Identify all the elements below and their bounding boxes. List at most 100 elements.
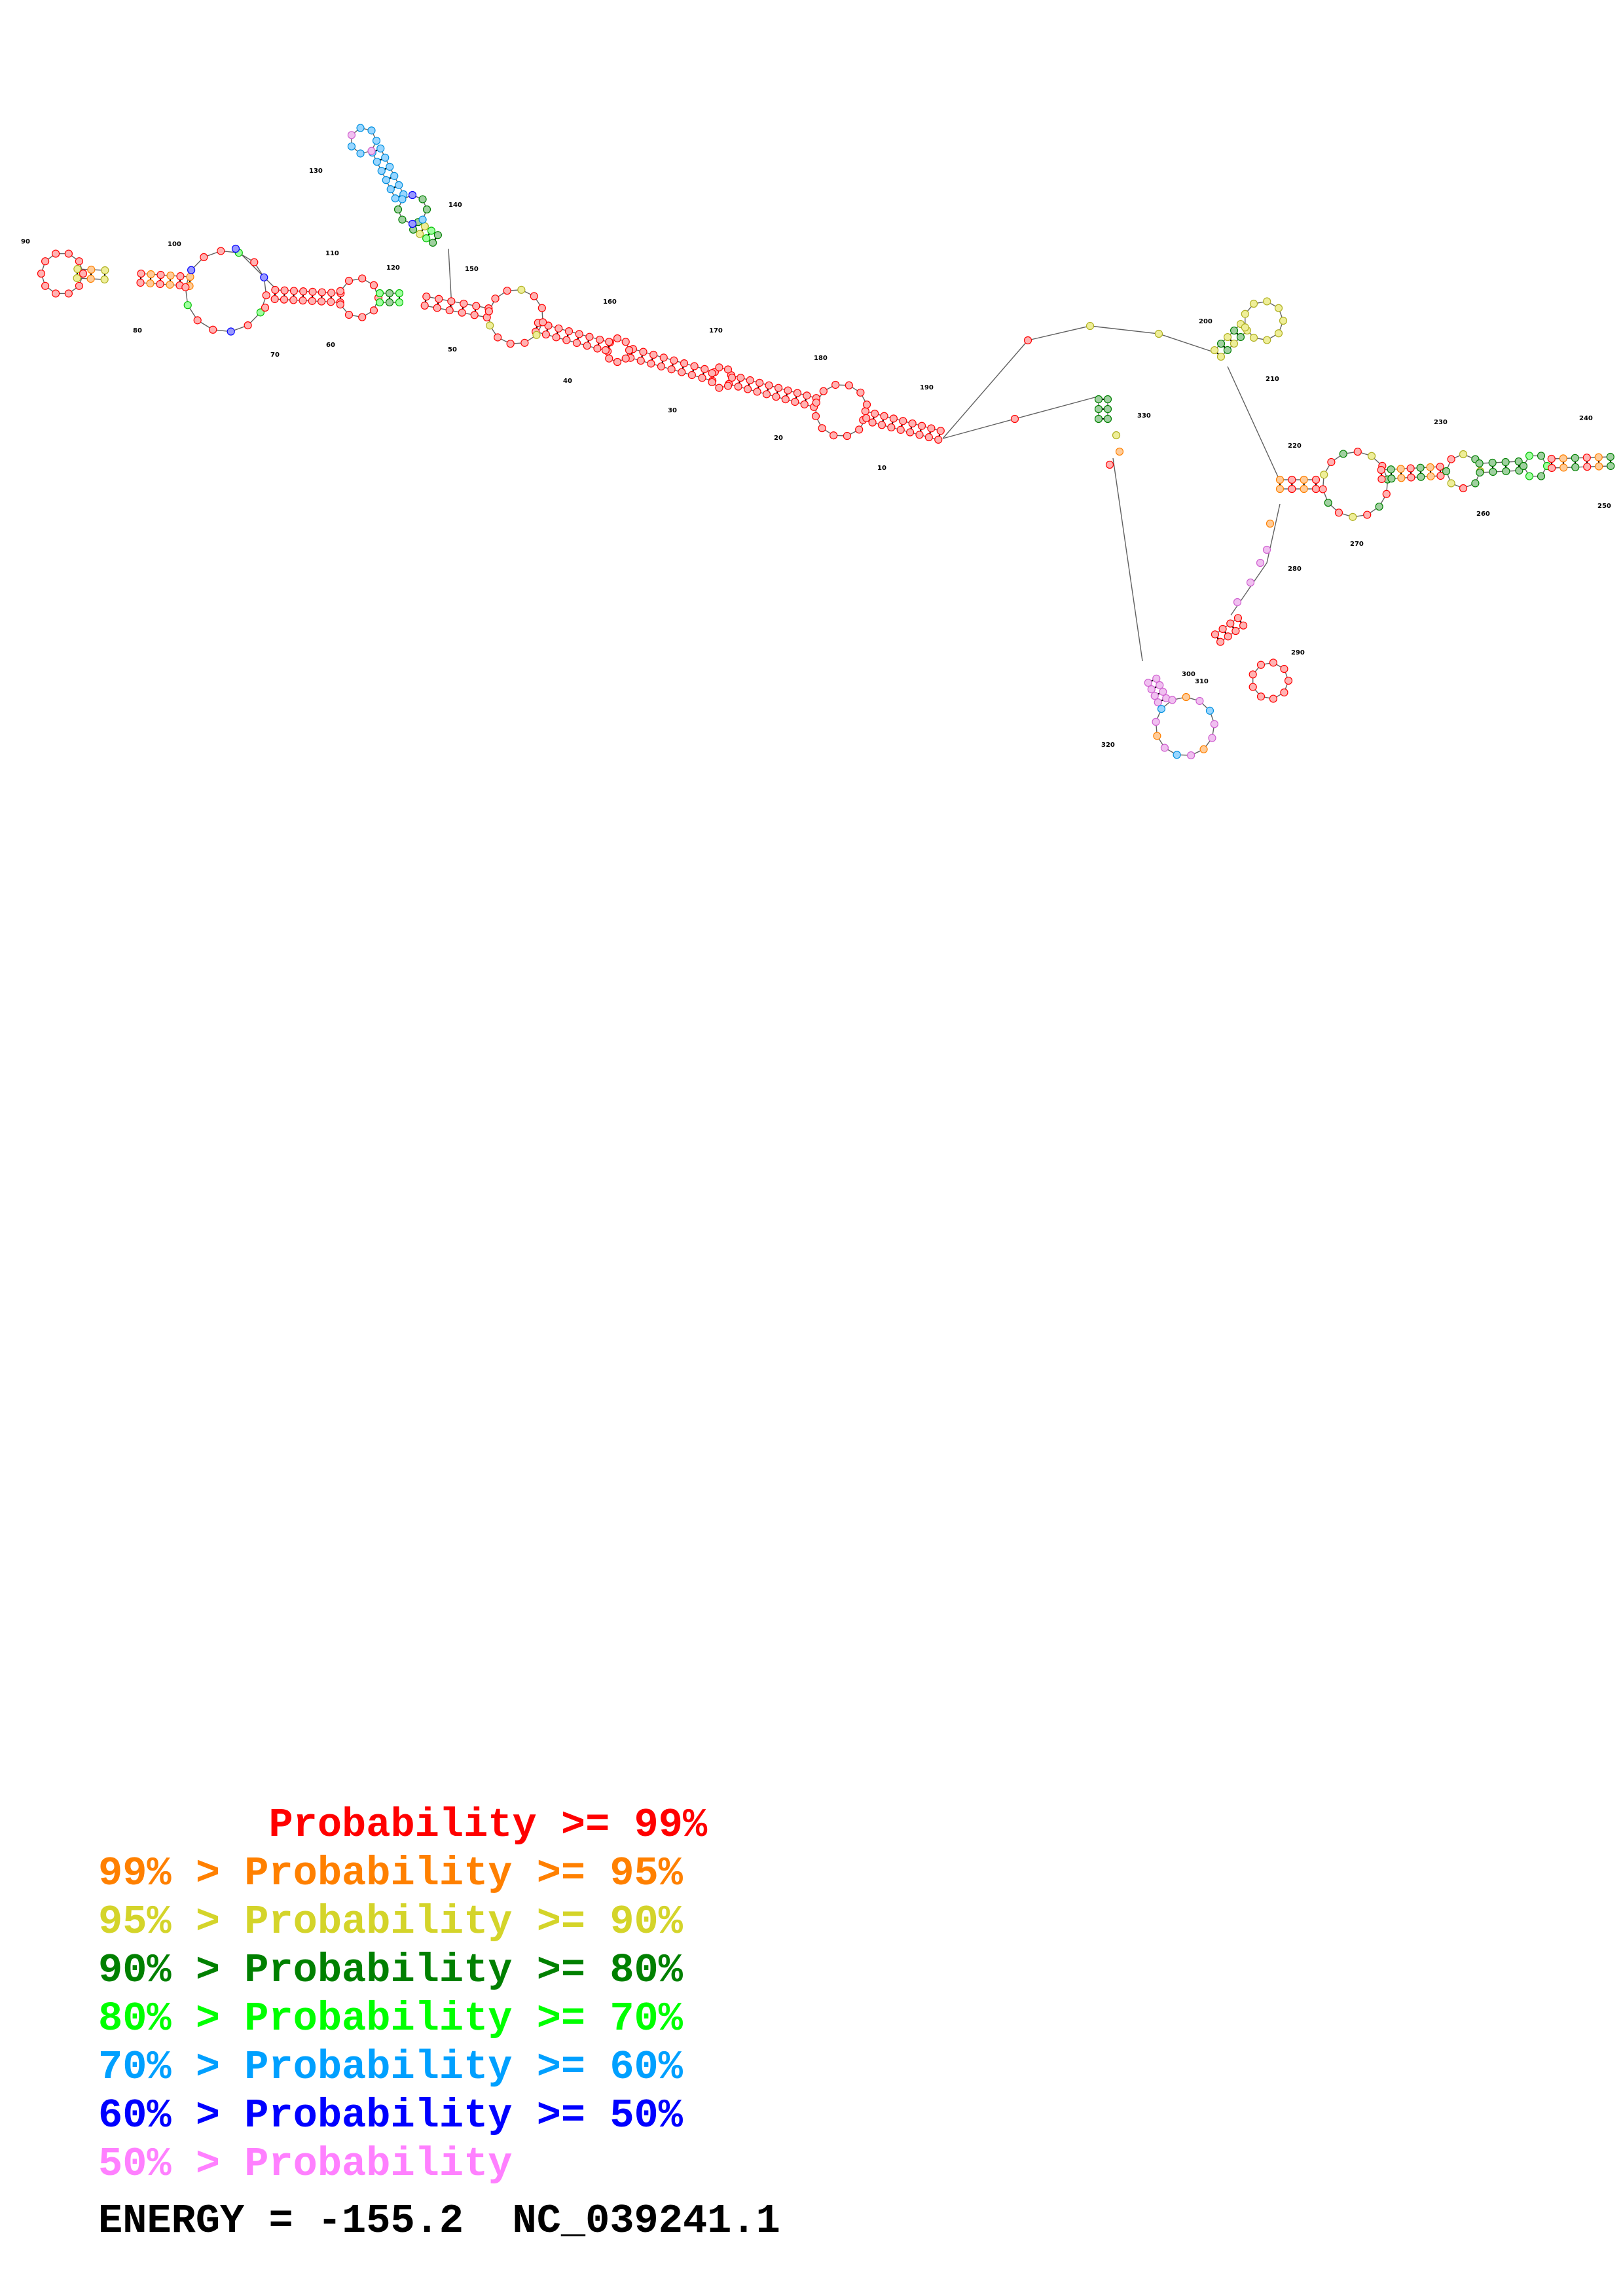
position-label-230: 230 bbox=[1434, 419, 1448, 426]
nucleotide bbox=[336, 300, 344, 309]
nucleotide bbox=[200, 253, 208, 262]
nucleotide bbox=[386, 185, 395, 194]
nucleotide bbox=[1230, 339, 1239, 348]
nucleotide bbox=[917, 422, 926, 430]
position-label-240: 240 bbox=[1579, 415, 1593, 422]
position-label-100: 100 bbox=[168, 241, 181, 248]
backbone-segment bbox=[942, 418, 1015, 439]
nucleotide bbox=[458, 308, 466, 317]
position-label-30: 30 bbox=[668, 407, 677, 414]
nucleotide bbox=[896, 425, 905, 434]
nucleotide bbox=[552, 333, 560, 342]
nucleotide bbox=[1103, 404, 1112, 414]
nucleotide bbox=[75, 257, 83, 266]
nucleotide bbox=[831, 380, 840, 389]
nucleotide bbox=[1231, 626, 1240, 636]
position-label-220: 220 bbox=[1288, 442, 1302, 450]
nucleotide bbox=[486, 321, 494, 330]
nucleotide bbox=[906, 428, 915, 437]
nucleotide bbox=[427, 226, 435, 235]
nucleotide bbox=[1488, 458, 1497, 467]
position-label-140: 140 bbox=[448, 202, 462, 209]
position-label-70: 70 bbox=[270, 351, 280, 359]
nucleotide bbox=[1211, 630, 1220, 639]
nucleotide bbox=[344, 276, 354, 285]
nucleotide bbox=[1300, 475, 1308, 484]
nucleotide bbox=[356, 149, 365, 158]
nucleotide bbox=[460, 299, 468, 308]
position-label-20: 20 bbox=[774, 435, 783, 442]
nucleotide bbox=[1168, 696, 1176, 704]
backbone-segment bbox=[1158, 333, 1218, 354]
backbone-segment bbox=[942, 340, 1029, 439]
position-label-190: 190 bbox=[920, 384, 934, 391]
nucleotide bbox=[667, 365, 676, 374]
position-label-160: 160 bbox=[603, 298, 617, 306]
nucleotide bbox=[1548, 463, 1556, 473]
nucleotide bbox=[1595, 462, 1603, 471]
nucleotide bbox=[596, 335, 604, 344]
rna-secondary-structure-diagram: 10 20 30 40 50 60 70 80 90 100 110 120 1… bbox=[21, 124, 1615, 760]
nucleotide bbox=[1324, 499, 1332, 507]
position-label-210: 210 bbox=[1266, 376, 1279, 383]
nucleotide bbox=[1263, 336, 1271, 344]
nucleotide bbox=[818, 424, 826, 433]
nucleotide bbox=[1216, 339, 1226, 348]
nucleotide bbox=[1103, 395, 1112, 404]
nucleotide bbox=[708, 368, 716, 378]
nucleotide bbox=[395, 289, 404, 298]
nucleotide bbox=[680, 359, 689, 368]
backbone-segment bbox=[1027, 325, 1091, 341]
nucleotide bbox=[86, 274, 95, 283]
nucleotide bbox=[1284, 676, 1293, 685]
nucleotide bbox=[1559, 454, 1567, 463]
position-label-310: 310 bbox=[1195, 678, 1209, 685]
nucleotide bbox=[765, 381, 773, 389]
nucleotide bbox=[1447, 455, 1455, 463]
nucleotide bbox=[398, 215, 407, 224]
backbone-segment bbox=[1089, 325, 1159, 334]
nucleotide bbox=[1236, 332, 1245, 342]
nucleotide bbox=[1249, 683, 1257, 691]
nucleotide bbox=[862, 401, 871, 409]
nucleotide bbox=[445, 306, 454, 315]
nucleotide bbox=[1218, 624, 1227, 634]
nucleotide bbox=[690, 362, 699, 370]
nucleotide bbox=[375, 298, 384, 307]
nucleotide bbox=[250, 258, 259, 266]
nucleotide bbox=[723, 382, 733, 390]
nucleotide bbox=[1195, 696, 1204, 706]
nucleotide bbox=[1339, 450, 1347, 458]
nucleotide bbox=[193, 316, 202, 325]
nucleotide bbox=[1426, 463, 1434, 471]
backbone-segment bbox=[728, 384, 814, 408]
nucleotide bbox=[317, 297, 326, 306]
nucleotide bbox=[100, 275, 109, 284]
nucleotide bbox=[416, 230, 424, 238]
nucleotide bbox=[743, 385, 752, 393]
nucleotide bbox=[1152, 674, 1161, 683]
nucleotide bbox=[280, 295, 289, 304]
nucleotide bbox=[753, 387, 761, 396]
base-pairs bbox=[76, 147, 1612, 704]
nucleotide bbox=[1436, 462, 1444, 471]
nucleotide bbox=[880, 412, 888, 420]
nucleotide bbox=[1223, 332, 1232, 342]
nucleotide bbox=[244, 321, 252, 330]
nucleotide bbox=[1216, 637, 1225, 646]
nucleotide bbox=[889, 414, 898, 423]
nucleotide bbox=[1205, 706, 1214, 715]
position-label-330: 330 bbox=[1137, 412, 1151, 420]
nucleotide bbox=[398, 195, 407, 204]
position-label-170: 170 bbox=[709, 327, 723, 334]
nucleotide bbox=[262, 291, 270, 300]
nucleotide bbox=[336, 287, 344, 295]
nucleotide bbox=[470, 311, 479, 319]
nucleotide bbox=[856, 388, 865, 397]
nucleotide bbox=[1269, 658, 1277, 667]
nucleotide bbox=[583, 342, 591, 350]
nucleotide bbox=[1387, 475, 1396, 483]
nucleotide bbox=[327, 289, 336, 297]
position-label-10: 10 bbox=[877, 465, 886, 472]
nucleotide bbox=[1525, 452, 1534, 460]
